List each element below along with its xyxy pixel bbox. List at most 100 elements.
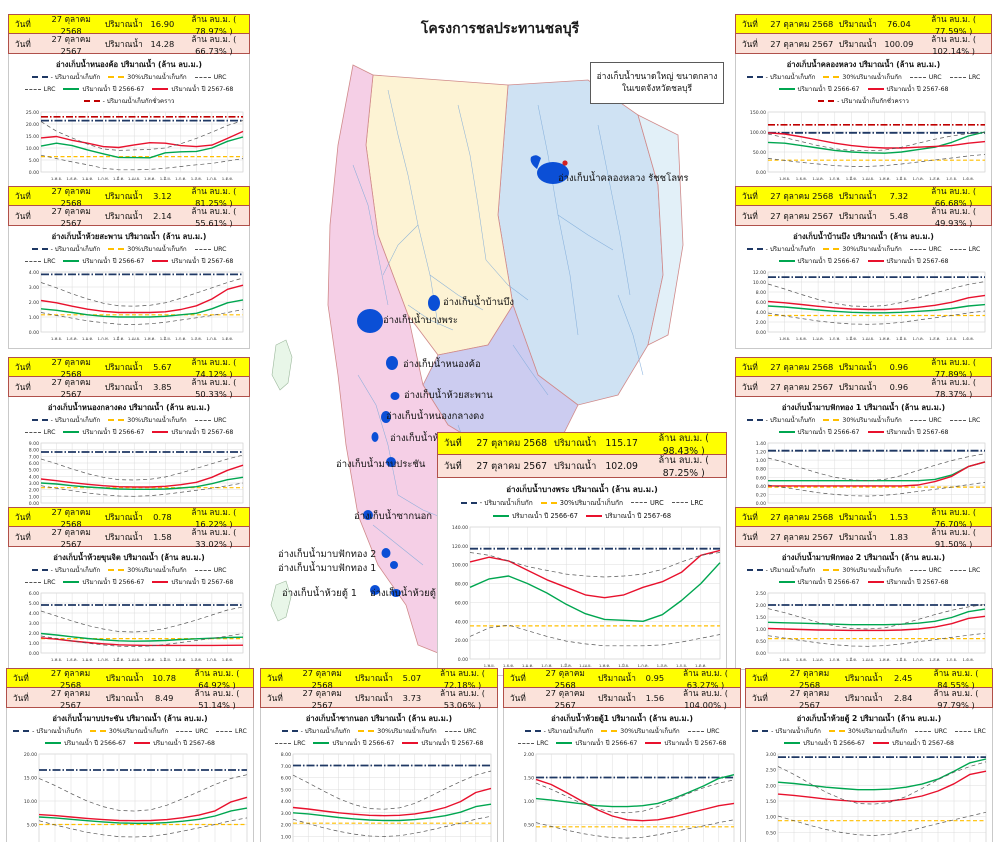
legend-item: - ปริมาณน้ำเก็บกัก — [281, 726, 350, 736]
svg-text:1-พ.ค.: 1-พ.ค. — [879, 336, 891, 341]
legend-swatch-icon — [746, 248, 763, 250]
svg-text:4.00: 4.00 — [29, 611, 39, 617]
svg-text:1-ก.ย.: 1-ก.ย. — [676, 663, 687, 668]
summary-row: วันที่ 27 ตุลาคม 2568 ปริมาณน้ำ 7.32 ล้า… — [736, 186, 991, 208]
svg-text:150.00: 150.00 — [750, 110, 766, 116]
svg-text:0.00: 0.00 — [29, 651, 39, 657]
legend-swatch-icon — [818, 100, 835, 102]
svg-text:1-ก.ย.: 1-ก.ย. — [206, 657, 217, 662]
chart-title: อ่างเก็บน้ำซากนอก ปริมาณน้ำ (ล้าน ลบ.ม.) — [305, 714, 453, 723]
legend-swatch-icon — [63, 88, 80, 90]
svg-text:4.00: 4.00 — [29, 474, 39, 480]
chart-legend: - ปริมาณน้ำเก็บกัก 30%ปริมาณน้ำเก็บกัก U… — [748, 726, 990, 750]
summary-row: วันที่ 27 ตุลาคม 2567 ปริมาณน้ำ 14.28 ล้… — [9, 34, 249, 56]
legend-swatch-icon — [873, 742, 889, 744]
chart-plot: 0.00 20.00 40.00 60.00 80.00 100.00 120.00 140.… — [440, 523, 724, 673]
legend-item: ปริมาณน้ำ ปี 2566-67 — [778, 427, 860, 437]
svg-text:1-ส.ค.: 1-ส.ค. — [191, 657, 202, 662]
svg-text:20.00: 20.00 — [26, 122, 39, 128]
svg-text:1-พ.ย.: 1-พ.ย. — [779, 336, 790, 341]
legend-swatch-icon — [915, 730, 932, 732]
svg-text:3.00: 3.00 — [766, 752, 776, 758]
legend-item: ปริมาณน้ำ ปี 2566-67 — [778, 577, 860, 587]
svg-text:1-มิ.ย.: 1-มิ.ย. — [160, 657, 171, 662]
volume-value: 3.73 — [402, 692, 422, 703]
map-label-mapprachan: อ่างเก็บน้ำมาบประชัน — [336, 459, 426, 470]
date-value: 27 ตุลาคม 2567 — [302, 687, 342, 710]
svg-text:1-ธ.ค.: 1-ธ.ค. — [796, 176, 807, 181]
legend-swatch-icon — [645, 742, 662, 744]
map-label-nongkho: อ่างเก็บน้ำหนองค้อ — [403, 359, 481, 370]
svg-text:1-ก.ค.: 1-ก.ค. — [913, 176, 924, 181]
legend-swatch-icon — [31, 419, 48, 421]
svg-text:2.00: 2.00 — [29, 631, 39, 637]
volume-label: ปริมาณน้ำ — [355, 692, 393, 703]
svg-text:4.00: 4.00 — [281, 799, 291, 805]
summary-header: วันที่ 27 ตุลาคม 2568 ปริมาณน้ำ 16.90 ล้… — [8, 14, 250, 56]
svg-text:6.00: 6.00 — [756, 300, 766, 306]
svg-text:1.50: 1.50 — [766, 799, 776, 805]
svg-text:40.00: 40.00 — [455, 619, 468, 625]
reservoir-panel-mapfakthong2: วันที่ 27 ตุลาคม 2568 ปริมาณน้ำ 1.53 ล้า… — [735, 507, 992, 670]
chart-container-bangphra: อ่างเก็บน้ำบางพระ ปริมาณน้ำ (ล้าน ลบ.ม.)… — [437, 478, 727, 676]
svg-text:1-ส.ค.: 1-ส.ค. — [929, 176, 940, 181]
legend-swatch-icon — [194, 419, 211, 421]
svg-text:1.00: 1.00 — [756, 458, 766, 464]
svg-text:1-ก.ค.: 1-ก.ค. — [175, 336, 186, 341]
date-label: วันที่ — [510, 692, 526, 703]
legend-item: LRC — [24, 256, 55, 266]
volume-value: 115.17 — [605, 438, 638, 449]
svg-text:0.20: 0.20 — [756, 492, 766, 498]
date-value: 27 ตุลาคม 2567 — [770, 38, 834, 49]
svg-text:1-ธ.ค.: 1-ธ.ค. — [796, 336, 807, 341]
svg-text:2.00: 2.00 — [281, 823, 291, 829]
volume-unit-percent: ล้าน ลบ.ม. ( 63.27% ) — [682, 668, 729, 690]
chart-legend: - ปริมาณน้ำเก็บกัก 30%ปริมาณน้ำเก็บกัก U… — [738, 565, 989, 589]
legend-swatch-icon — [460, 501, 477, 504]
summary-header: วันที่ 27 ตุลาคม 2568 ปริมาณน้ำ 2.45 ล้า… — [745, 668, 993, 710]
legend-item: ปริมาณน้ำ ปี 2566-67 — [492, 510, 578, 521]
legend-item: 30%ปริมาณน้ำเก็บกัก — [828, 726, 907, 736]
svg-text:1-ม.ค.: 1-ม.ค. — [82, 336, 94, 341]
svg-text:5.00: 5.00 — [29, 601, 39, 607]
legend-item: LRC — [24, 577, 55, 587]
legend-swatch-icon — [274, 742, 291, 744]
volume-value: 5.67 — [153, 362, 172, 372]
date-label: วันที่ — [742, 19, 758, 29]
date-label: วันที่ — [510, 673, 526, 683]
chart-plot: 0.000.501.001.502.002.503.001-พ.ย.1-ธ.ค.… — [748, 750, 990, 842]
svg-text:5.00: 5.00 — [281, 787, 291, 793]
date-value: 27 ตุลาคม 2567 — [476, 460, 548, 472]
volume-value: 76.04 — [886, 19, 911, 29]
svg-text:1-ต.ค.: 1-ต.ค. — [222, 336, 233, 341]
legend-swatch-icon — [867, 431, 884, 433]
legend-swatch-icon — [517, 742, 534, 744]
reservoir-panel-huaitu2: วันที่ 27 ตุลาคม 2568 ปริมาณน้ำ 2.45 ล้า… — [745, 668, 993, 842]
legend-swatch-icon — [949, 76, 966, 78]
legend-item: 30%ปริมาณน้ำเก็บกัก — [601, 726, 680, 736]
svg-text:0.00: 0.00 — [29, 501, 39, 507]
map-label-huaikhunchit: อ่างเก็บน้ำห้วยขุนจิต — [390, 433, 475, 444]
svg-text:10.00: 10.00 — [26, 146, 39, 152]
date-label: วันที่ — [742, 512, 758, 522]
date-value: 27 ตุลาคม 2567 — [789, 687, 830, 710]
summary-row: วันที่ 27 ตุลาคม 2567 ปริมาณน้ำ 3.73 ล้า… — [261, 687, 497, 710]
svg-text:1-ส.ค.: 1-ส.ค. — [657, 663, 668, 668]
summary-header: วันที่ 27 ตุลาคม 2568 ปริมาณน้ำ 3.12 ล้า… — [8, 186, 250, 228]
svg-text:1-มี.ค.: 1-มี.ค. — [846, 176, 858, 181]
chart-container-mapfakthong2: อ่างเก็บน้ำมาบฟักทอง 2 ปริมาณน้ำ (ล้าน ล… — [735, 547, 992, 670]
date-label: วันที่ — [267, 673, 283, 683]
chart-legend: - ปริมาณน้ำเก็บกัก 30%ปริมาณน้ำเก็บกัก U… — [738, 72, 989, 108]
volume-value: 0.96 — [889, 381, 909, 392]
legend-swatch-icon — [778, 88, 795, 90]
svg-text:2.00: 2.00 — [756, 320, 766, 326]
map-label-khlongluang: อ่างเก็บน้ำคลองหลวง รัชชโลทร — [558, 173, 689, 184]
volume-value: 1.53 — [889, 512, 909, 522]
chart-legend: - ปริมาณน้ำเก็บกัก 30%ปริมาณน้ำเก็บกัก U… — [506, 726, 738, 750]
volume-label: ปริมาณน้ำ — [838, 512, 877, 522]
svg-text:2.00: 2.00 — [29, 300, 39, 306]
chart-legend: - ปริมาณน้ำเก็บกัก 30%ปริมาณน้ำเก็บกัก U… — [440, 497, 724, 523]
legend-item: LRC — [949, 244, 980, 254]
legend-item: LRC — [274, 738, 305, 748]
date-value: 27 ตุลาคม 2568 — [51, 14, 91, 36]
